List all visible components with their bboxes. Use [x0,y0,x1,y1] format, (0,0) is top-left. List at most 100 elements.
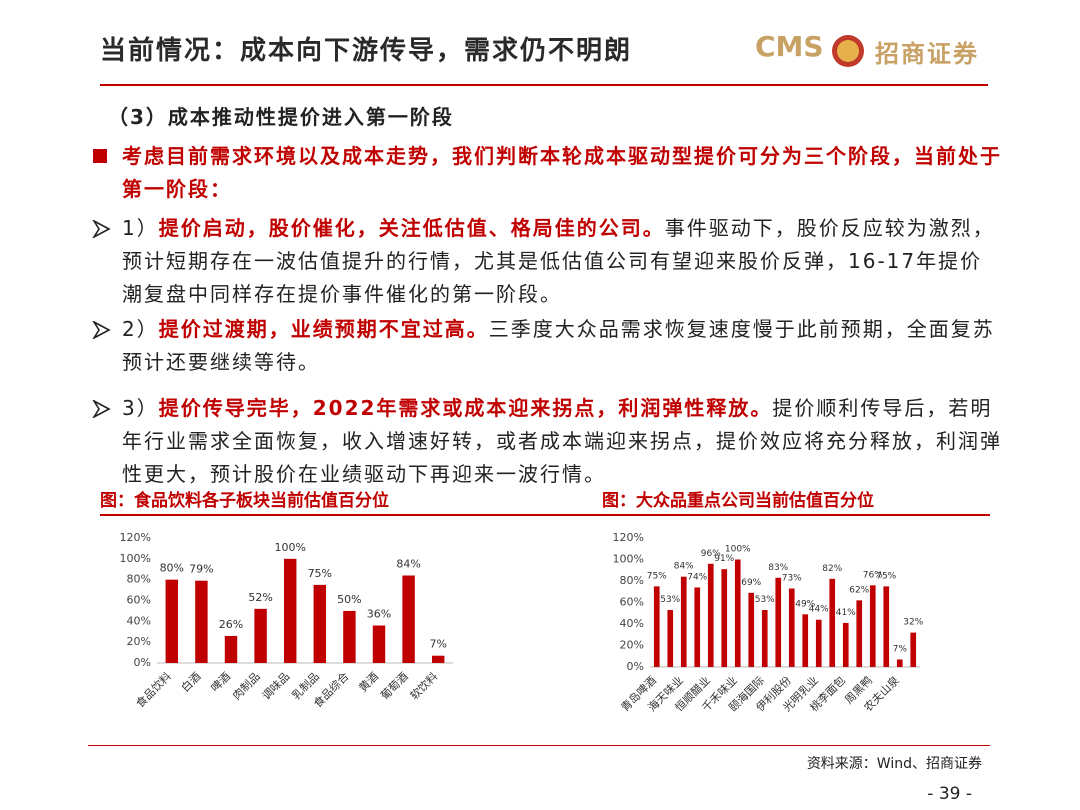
value-label: 26% [219,618,243,631]
bar [721,569,728,667]
bar [748,592,755,667]
value-label: 75% [647,571,667,581]
bar [165,579,179,663]
point-text: 提价顺利传导后，若明年行业需求全面恢复，收入增速好转，或者成本端迎来拐点，提价效… [122,396,1002,486]
page-title: 当前情况：成本向下游传导，需求仍不明朗 [100,36,633,66]
y-tick-label: 80% [620,574,644,587]
bar [815,619,822,667]
bar [680,576,687,667]
y-tick-label: 120% [613,531,644,544]
y-tick-label: 0% [134,656,151,669]
y-tick-label: 100% [613,553,644,566]
point-number: 1） [122,216,159,240]
y-tick-label: 20% [127,635,151,648]
bar [372,625,386,663]
x-tick-label: 食品饮料 [133,669,174,710]
value-label: 80% [160,562,184,575]
point-highlight: 提价传导完毕，2022年需求或成本迎来拐点，利润弹性释放。 [158,396,773,420]
value-label: 73% [782,574,802,584]
bar [883,586,890,667]
bar [802,614,809,667]
chart-rule [100,514,990,516]
chart: 0% 20% 40% 60% 80% 100% 120% 80% 食品饮料 79% 白酒 26% 啤酒 5… [120,531,453,710]
bar [856,600,863,667]
value-label: 53% [755,595,775,605]
value-label: 82% [822,564,842,574]
bar [224,635,238,663]
footer-rule [88,745,990,746]
point-highlight: 提价启动，股价催化，关注低估值、格局佳的公司。 [158,216,665,240]
y-tick-label: 40% [127,614,151,627]
y-tick-label: 120% [120,531,151,544]
subtitle: （3）成本推动性提价进入第一阶段 [108,105,454,129]
y-tick-label: 20% [620,639,644,652]
y-tick-label: 100% [120,552,151,565]
bar [431,655,445,663]
bar [694,587,701,667]
point: 2）提价过渡期，业绩预期不宜过高。三季度大众品需求恢复速度慢于此前预期，全面复苏… [122,313,1002,379]
value-label: 76% [863,570,883,580]
value-label: 75% [308,567,332,580]
bar [707,563,714,667]
point-number: 2） [122,317,159,341]
bar [829,578,836,667]
value-label: 100% [725,545,751,555]
value-label: 50% [337,593,361,606]
value-label: 41% [836,608,856,618]
value-label: 44% [809,605,829,615]
bar [343,610,356,663]
bar [653,586,660,667]
chart-title: 图：大众品重点公司当前估值百分位 [602,491,874,511]
value-label: 62% [849,585,869,595]
bar [775,577,782,667]
header-rule [100,84,988,86]
value-label: 96% [701,549,721,559]
page-number: - 39 - [927,784,972,804]
x-tick-label: 肉制品 [230,670,263,703]
bar [667,610,674,667]
logo-text: CMS [755,30,824,63]
arrow-bullet [92,321,111,339]
value-label: 7% [429,638,446,651]
value-label: 84% [674,562,694,572]
bullet [93,149,107,163]
point-text: 事件驱动下，股价反应较为激烈，预计短期存在一波估值提升的行情，尤其是低估值公司有… [122,216,995,306]
x-tick-label: 黄酒 [356,669,381,694]
value-label: 74% [687,572,707,582]
value-label: 32% [903,618,923,628]
logo-name: 招商证券 [875,40,979,68]
point-highlight: 提价过渡期，业绩预期不宜过高。 [158,317,489,341]
bar [283,558,297,663]
y-tick-label: 60% [127,594,151,607]
value-label: 79% [189,563,213,576]
bar [195,580,208,663]
point-text: 三季度大众品需求恢复速度慢于此前预期，全面复苏预计还要继续等待。 [122,317,995,374]
x-tick-label: 白酒 [178,669,203,694]
y-tick-label: 80% [127,573,151,586]
bar [910,632,917,667]
bar [761,610,768,667]
y-tick-label: 0% [627,660,644,673]
value-label: 83% [768,563,788,573]
value-label: 91% [714,554,734,564]
bar [313,584,327,663]
lead: 考虑目前需求环境以及成本走势，我们判断本轮成本驱动型提价可分为三个阶段，当前处于… [122,144,1002,201]
y-tick-label: 60% [620,596,644,609]
arrow-shape [92,321,111,339]
value-label: 84% [396,558,420,571]
x-tick-label: 葡萄酒 [378,670,411,703]
y-tick-label: 40% [620,617,644,630]
source: 资料来源：Wind、招商证券 [806,756,982,772]
chart: 0%20%40%60%80%100%120%75%青岛啤酒53%84%海天味业7… [613,531,924,714]
point-number: 3） [122,396,159,420]
arrow-shape [92,220,111,238]
x-tick-label: 软饮料 [407,669,440,702]
arrow-bullet [92,400,111,418]
logo-icon [832,35,864,67]
bar [842,622,849,667]
value-label: 69% [741,578,761,588]
bar [869,585,876,667]
value-label: 53% [660,595,680,605]
arrow-shape [92,400,111,418]
